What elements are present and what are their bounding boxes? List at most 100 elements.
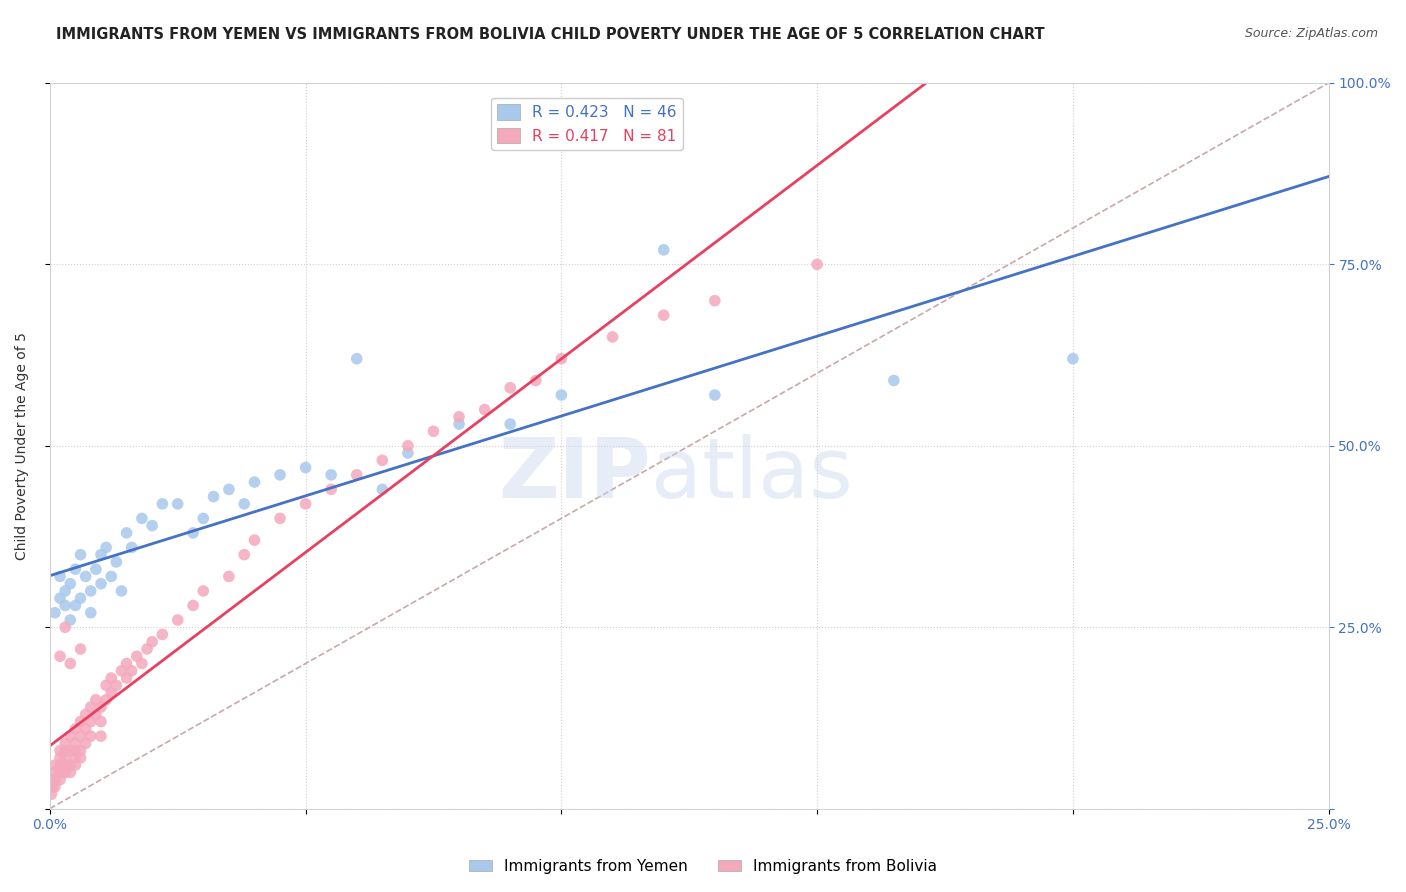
- Point: [41, 787, 63, 801]
- Point: [65, 599, 87, 613]
- Point: [49, 758, 72, 772]
- Point: [84, 562, 107, 576]
- Point: [121, 541, 143, 555]
- Point: [243, 475, 266, 489]
- Point: [59, 744, 82, 758]
- Point: [75, 569, 97, 583]
- Point: [202, 490, 225, 504]
- Point: [80, 714, 103, 729]
- Point: [652, 243, 675, 257]
- Point: [90, 714, 112, 729]
- Text: Source: ZipAtlas.com: Source: ZipAtlas.com: [1244, 27, 1378, 40]
- Point: [321, 467, 343, 482]
- Point: [75, 722, 97, 736]
- Point: [49, 649, 72, 664]
- Point: [75, 707, 97, 722]
- Point: [44, 772, 66, 787]
- Point: [703, 388, 725, 402]
- Point: [346, 351, 368, 366]
- Point: [294, 497, 316, 511]
- Point: [524, 374, 547, 388]
- Point: [294, 460, 316, 475]
- Point: [105, 678, 128, 692]
- Point: [41, 772, 63, 787]
- Point: [49, 772, 72, 787]
- Point: [69, 591, 91, 606]
- Text: ZIP: ZIP: [498, 434, 651, 516]
- Point: [550, 351, 572, 366]
- Text: IMMIGRANTS FROM YEMEN VS IMMIGRANTS FROM BOLIVIA CHILD POVERTY UNDER THE AGE OF : IMMIGRANTS FROM YEMEN VS IMMIGRANTS FROM…: [56, 27, 1045, 42]
- Point: [84, 693, 107, 707]
- Point: [371, 483, 394, 497]
- Point: [447, 417, 470, 431]
- Point: [100, 569, 122, 583]
- Point: [269, 467, 291, 482]
- Point: [125, 649, 148, 664]
- Point: [53, 758, 76, 772]
- Point: [69, 744, 91, 758]
- Point: [233, 497, 256, 511]
- Point: [141, 518, 163, 533]
- Point: [233, 548, 256, 562]
- Point: [53, 584, 76, 599]
- Point: [84, 707, 107, 722]
- Point: [115, 525, 138, 540]
- Point: [218, 483, 240, 497]
- Point: [474, 402, 496, 417]
- Point: [69, 548, 91, 562]
- Point: [136, 642, 159, 657]
- Y-axis label: Child Poverty Under the Age of 5: Child Poverty Under the Age of 5: [15, 332, 30, 560]
- Point: [499, 417, 522, 431]
- Point: [65, 562, 87, 576]
- Point: [703, 293, 725, 308]
- Point: [100, 671, 122, 685]
- Point: [80, 606, 103, 620]
- Point: [110, 664, 132, 678]
- Point: [90, 729, 112, 743]
- Point: [49, 591, 72, 606]
- Point: [44, 765, 66, 780]
- Point: [65, 736, 87, 750]
- Point: [105, 555, 128, 569]
- Point: [396, 439, 419, 453]
- Point: [44, 758, 66, 772]
- Point: [69, 714, 91, 729]
- Point: [53, 620, 76, 634]
- Point: [806, 257, 828, 271]
- Point: [115, 657, 138, 671]
- Point: [44, 780, 66, 794]
- Point: [269, 511, 291, 525]
- Point: [49, 751, 72, 765]
- Point: [59, 576, 82, 591]
- Point: [166, 613, 188, 627]
- Point: [652, 308, 675, 322]
- Point: [90, 576, 112, 591]
- Point: [80, 700, 103, 714]
- Point: [447, 409, 470, 424]
- Point: [53, 765, 76, 780]
- Point: [94, 678, 117, 692]
- Point: [65, 722, 87, 736]
- Point: [59, 729, 82, 743]
- Point: [131, 657, 153, 671]
- Point: [69, 729, 91, 743]
- Point: [80, 729, 103, 743]
- Point: [121, 664, 143, 678]
- Point: [346, 467, 368, 482]
- Point: [53, 744, 76, 758]
- Point: [49, 765, 72, 780]
- Point: [396, 446, 419, 460]
- Point: [94, 541, 117, 555]
- Point: [49, 569, 72, 583]
- Point: [499, 381, 522, 395]
- Point: [141, 634, 163, 648]
- Point: [80, 584, 103, 599]
- Legend: R = 0.423   N = 46, R = 0.417   N = 81: R = 0.423 N = 46, R = 0.417 N = 81: [491, 98, 683, 150]
- Point: [321, 483, 343, 497]
- Point: [90, 548, 112, 562]
- Point: [59, 613, 82, 627]
- Text: atlas: atlas: [651, 434, 852, 516]
- Point: [65, 744, 87, 758]
- Point: [422, 425, 444, 439]
- Point: [65, 751, 87, 765]
